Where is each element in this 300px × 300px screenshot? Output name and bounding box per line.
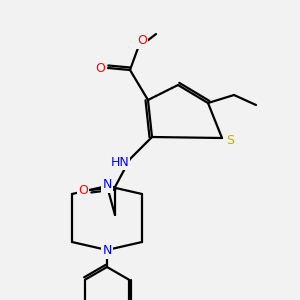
Text: O: O: [78, 184, 88, 196]
Text: O: O: [137, 34, 147, 47]
Text: N: N: [102, 244, 112, 257]
Text: S: S: [226, 134, 234, 146]
Text: HN: HN: [111, 155, 129, 169]
Text: O: O: [95, 61, 105, 74]
Text: N: N: [102, 178, 112, 191]
